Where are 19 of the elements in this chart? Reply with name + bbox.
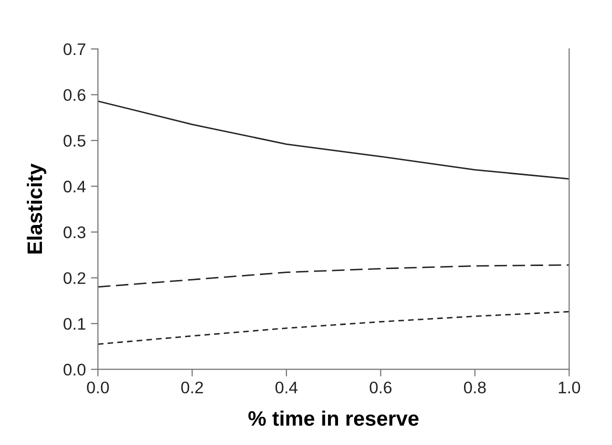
x-tick-label: 1.0 xyxy=(558,382,580,394)
x-tick-label: 0.4 xyxy=(275,382,298,394)
line-series xyxy=(98,264,570,288)
y-tick-label: 0.4 xyxy=(64,180,86,192)
y-tick-label: 0.0 xyxy=(64,364,86,376)
x-tick-label: 0.6 xyxy=(370,382,392,394)
line-series xyxy=(98,310,570,345)
x-tick-label: 0.8 xyxy=(464,382,486,394)
y-tick-label: 0.6 xyxy=(64,89,86,101)
line-series xyxy=(98,100,570,180)
x-tick-label: 0.0 xyxy=(86,382,109,394)
y-tick-label: 0.5 xyxy=(64,134,86,147)
y-tick-label: 0.7 xyxy=(64,43,86,56)
x-tick-label: 0.2 xyxy=(181,382,203,394)
y-tick-label: 0.1 xyxy=(64,318,86,330)
y-axis-title: Elasticity xyxy=(26,164,46,254)
y-tick-label: 0.3 xyxy=(64,226,86,238)
x-axis-title: % time in reserve xyxy=(248,410,419,426)
y-tick-label: 0.2 xyxy=(64,272,86,284)
